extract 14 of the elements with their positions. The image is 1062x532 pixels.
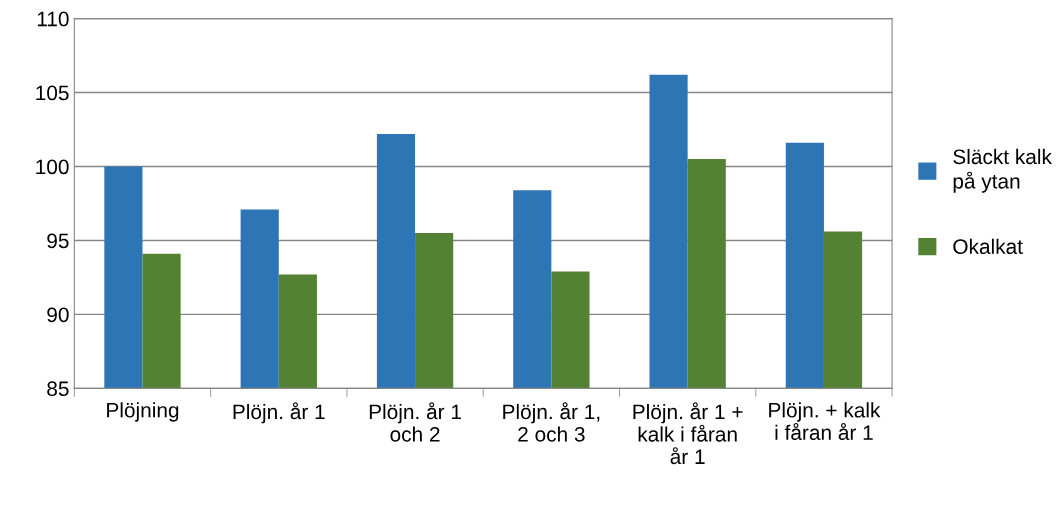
y-tick-label: 105	[36, 85, 69, 101]
x-tick-label: Plöjn. + kalk i fåran år 1	[769, 402, 881, 440]
y-tick-label: 85	[47, 381, 69, 397]
y-tick-label: 95	[47, 233, 69, 249]
x-tick-label: Plöjn. år 1 + kalk i fåran år 1	[633, 402, 743, 465]
y-tick-label: 90	[47, 307, 69, 323]
y-tick-label: 100	[36, 159, 69, 175]
legend-label: Okalkat	[953, 238, 1023, 254]
y-tick-label: 110	[37, 11, 69, 27]
x-tick-label: Plöjning	[107, 402, 179, 422]
x-tick-label: Plöjn. år 1, 2 och 3	[503, 402, 600, 442]
x-tick-label: Plöjn. år 1 och 2	[369, 402, 461, 442]
legend-label: Släckt kalk på ytan	[953, 148, 1052, 193]
x-tick-label: Plöjn. år 1	[233, 402, 325, 424]
